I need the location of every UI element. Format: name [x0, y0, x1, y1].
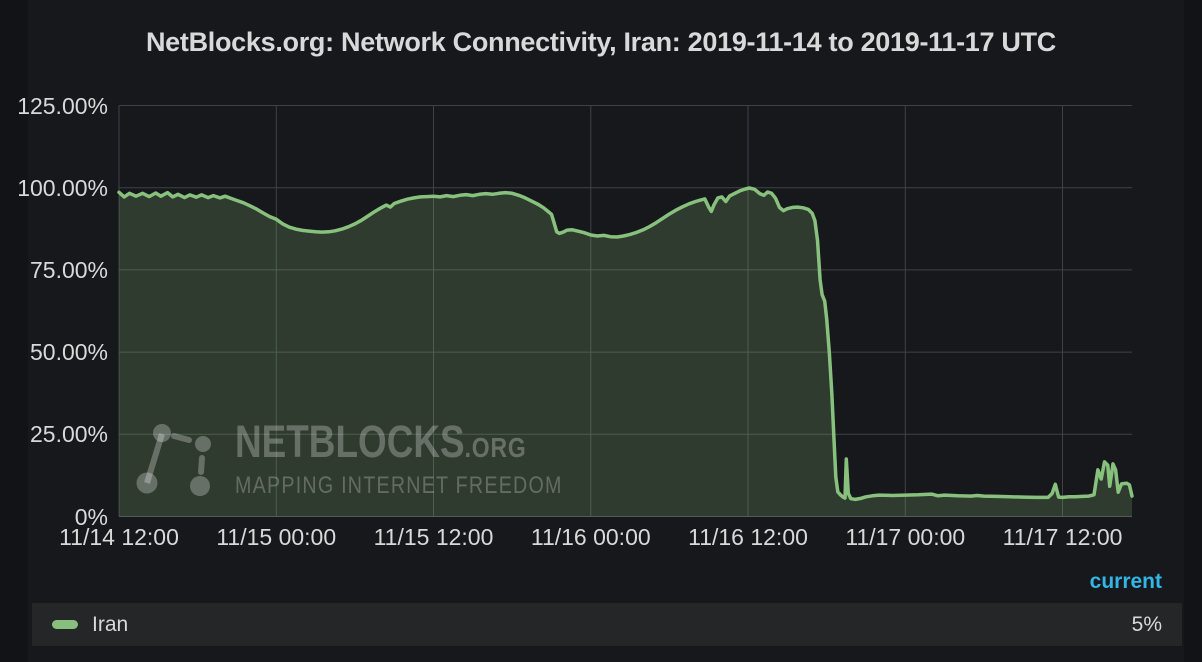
x-tick-label: 11/15 12:00: [373, 524, 494, 550]
iran-series-line: [117, 186, 1134, 502]
series-color-swatch[interactable]: [52, 620, 78, 629]
x-tick-label: 11/17 00:00: [845, 524, 966, 550]
chart-canvas[interactable]: [0, 0, 1202, 560]
series-current-value: 5%: [1131, 612, 1162, 636]
series-name[interactable]: Iran: [92, 612, 129, 636]
x-tick-label: 11/15 00:00: [216, 524, 337, 550]
panel-title[interactable]: NetBlocks.org: Network Connectivity, Ira…: [145, 27, 1057, 57]
y-tick-label: 125.00%: [17, 92, 108, 119]
y-tick-label: 75.00%: [29, 256, 108, 283]
panel-background: [28, 0, 1184, 662]
iran-series-area: [119, 188, 1132, 517]
x-tick-label: 11/17 12:00: [1002, 524, 1123, 550]
y-tick-label: 25.00%: [29, 421, 108, 448]
y-tick-label: 100.00%: [17, 174, 108, 201]
x-tick-label: 11/16 00:00: [530, 524, 651, 550]
y-tick-label: 50.00%: [29, 339, 108, 366]
legend-row: Iran 5%: [32, 603, 1182, 646]
gridlines: [118, 105, 1132, 517]
x-tick-label: 11/16 12:00: [688, 524, 808, 550]
legend-current-header[interactable]: current: [1089, 570, 1162, 593]
y-tick-label: 0%: [74, 503, 108, 530]
x-tick-label: 11/14 12:00: [59, 524, 179, 550]
